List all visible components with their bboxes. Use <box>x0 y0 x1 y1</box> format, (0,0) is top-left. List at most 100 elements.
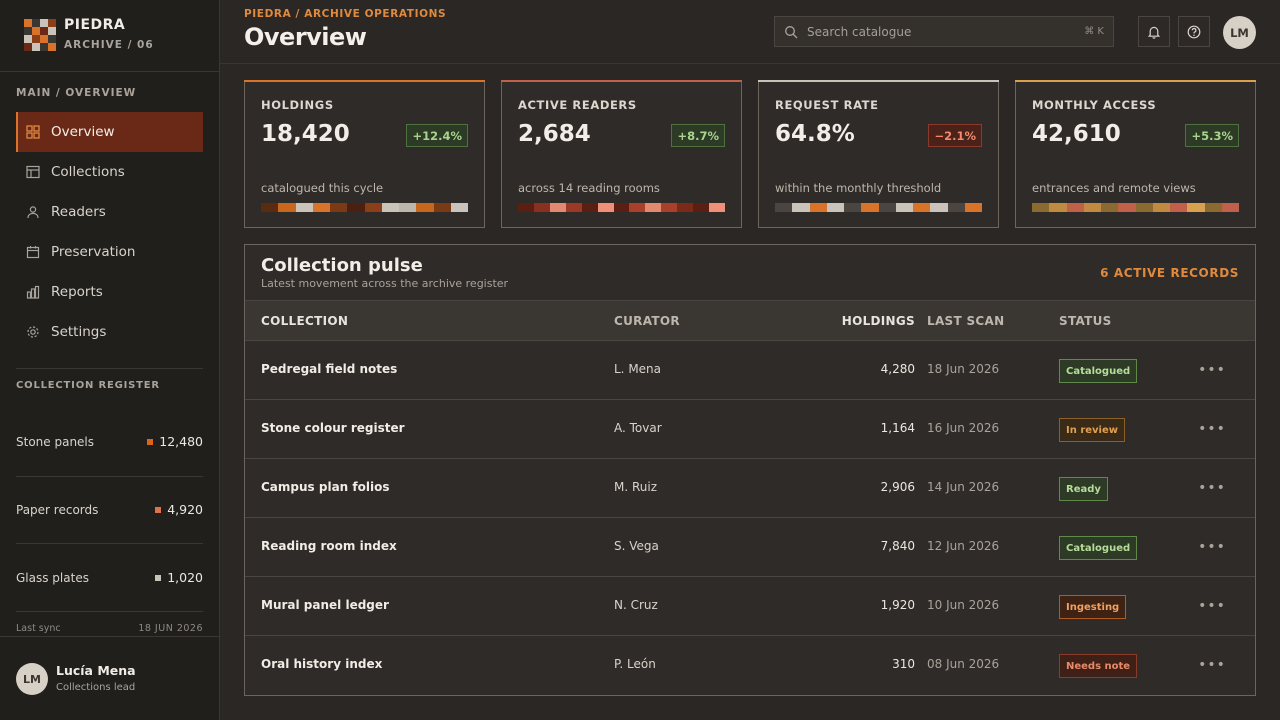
more-options-icon[interactable]: ••• <box>1198 480 1226 496</box>
kpi-accent-bar <box>1015 80 1256 82</box>
record-count: 6 ACTIVE RECORDS <box>1100 266 1239 280</box>
kpi-accent-bar <box>501 80 742 82</box>
collection-name[interactable]: Reading room index <box>261 539 397 553</box>
kpi-change-badge: +12.4% <box>406 124 468 147</box>
help-button[interactable] <box>1178 16 1210 47</box>
curator: N. Cruz <box>614 598 658 612</box>
strip-segment <box>629 203 646 212</box>
strip-segment <box>330 203 348 212</box>
table-row[interactable]: Mural panel ledger N. Cruz 1,920 10 Jun … <box>245 577 1255 636</box>
column-header-holdings[interactable]: HOLDINGS <box>841 314 915 328</box>
kpi-subtitle: catalogued this cycle <box>261 181 384 195</box>
table-header: COLLECTION CURATOR HOLDINGS LAST SCAN ST… <box>245 300 1255 341</box>
logo-tile <box>40 35 48 43</box>
more-options-icon[interactable]: ••• <box>1198 362 1226 378</box>
table-icon <box>26 165 40 179</box>
strip-segment <box>1101 203 1119 212</box>
search-bar[interactable]: ⌘ K <box>774 16 1114 47</box>
logo-tile <box>24 35 32 43</box>
holdings-count: 1,164 <box>880 421 915 435</box>
gear-icon <box>26 325 40 339</box>
collection-name[interactable]: Campus plan folios <box>261 480 390 494</box>
avatar[interactable]: LM <box>16 663 48 695</box>
page-title: Overview <box>244 23 367 51</box>
sidebar-item-preservation[interactable]: Preservation <box>16 232 203 272</box>
collection-name[interactable]: Oral history index <box>261 657 383 671</box>
sidebar-item-label: Settings <box>51 324 107 340</box>
logo-tile <box>48 35 56 43</box>
logo-tile <box>24 19 32 27</box>
logo-tile <box>48 19 56 27</box>
collection-name[interactable]: Pedregal field notes <box>261 362 398 376</box>
register-row-stone-panels: Stone panels 12,480 <box>16 434 203 449</box>
kpi-subtitle: entrances and remote views <box>1032 181 1196 195</box>
table-row[interactable]: Campus plan folios M. Ruiz 2,906 14 Jun … <box>245 459 1255 518</box>
strip-segment <box>947 203 965 212</box>
search-input[interactable] <box>807 24 1085 39</box>
strip-segment <box>861 203 879 212</box>
table-row[interactable]: Reading room index S. Vega 7,840 12 Jun … <box>245 518 1255 577</box>
strip-segment <box>809 203 827 212</box>
strip-segment <box>381 203 399 212</box>
table-row[interactable]: Oral history index P. León 310 08 Jun 20… <box>245 636 1255 695</box>
sidebar: PIEDRA ARCHIVE / 06 MAIN / OVERVIEW Over… <box>0 0 220 720</box>
last-scan-date: 16 Jun 2026 <box>927 421 1000 435</box>
strip-segment <box>1204 203 1222 212</box>
strip-segment <box>792 203 810 212</box>
notifications-button[interactable] <box>1138 16 1170 47</box>
strip-segment <box>1170 203 1188 212</box>
kpi-accent-bar <box>758 80 999 82</box>
keyboard-shortcut: ⌘ K <box>1084 26 1104 37</box>
logo-tile <box>32 27 40 35</box>
kpi-color-strip <box>1032 203 1239 212</box>
avatar[interactable]: LM <box>1223 16 1256 49</box>
column-header-collection[interactable]: COLLECTION <box>261 314 349 328</box>
user-profile[interactable]: LM Lucía Mena Collections lead <box>0 636 219 720</box>
more-options-icon[interactable]: ••• <box>1198 657 1226 673</box>
column-header-last-scan[interactable]: LAST SCAN <box>927 314 1005 328</box>
status-badge: Ready <box>1059 477 1108 501</box>
strip-segment <box>1187 203 1205 212</box>
panel-subtitle: Latest movement across the archive regis… <box>261 277 509 290</box>
strip-segment <box>645 203 662 212</box>
more-options-icon[interactable]: ••• <box>1198 598 1226 614</box>
sidebar-item-collections[interactable]: Collections <box>16 152 203 192</box>
table-row[interactable]: Stone colour register A. Tovar 1,164 16 … <box>245 400 1255 459</box>
strip-segment <box>709 203 725 212</box>
strip-segment <box>844 203 862 212</box>
sync-label: Last sync <box>16 623 61 634</box>
curator: P. León <box>614 657 656 671</box>
sidebar-item-readers[interactable]: Readers <box>16 192 203 232</box>
collection-name[interactable]: Mural panel ledger <box>261 598 389 612</box>
curator: S. Vega <box>614 539 659 553</box>
strip-segment <box>895 203 913 212</box>
bell-icon <box>1147 26 1161 39</box>
logo-tile <box>40 27 48 35</box>
status-badge: In review <box>1059 418 1126 442</box>
strip-segment <box>878 203 896 212</box>
strip-segment <box>278 203 296 212</box>
strip-segment <box>613 203 630 212</box>
help-icon <box>1187 25 1201 38</box>
sidebar-item-settings[interactable]: Settings <box>16 312 203 352</box>
strip-segment <box>677 203 694 212</box>
strip-segment <box>347 203 365 212</box>
register-name: Stone panels <box>16 434 95 449</box>
collection-name[interactable]: Stone colour register <box>261 421 405 435</box>
table-row[interactable]: Pedregal field notes L. Mena 4,280 18 Ju… <box>245 341 1255 400</box>
strip-segment <box>364 203 382 212</box>
strip-segment <box>416 203 434 212</box>
more-options-icon[interactable]: ••• <box>1198 421 1226 437</box>
strip-segment <box>261 203 279 212</box>
kpi-subtitle: within the monthly threshold <box>775 181 942 195</box>
sidebar-item-overview[interactable]: Overview <box>16 112 203 152</box>
logo-tile <box>32 35 40 43</box>
column-header-status[interactable]: STATUS <box>1059 314 1112 328</box>
more-options-icon[interactable]: ••• <box>1198 539 1226 555</box>
register-color-dot <box>147 438 154 445</box>
kpi-card-monthly-access: MONTHLY ACCESS 42,610 +5.3% entrances an… <box>1015 80 1256 228</box>
sidebar-item-reports[interactable]: Reports <box>16 272 203 312</box>
strip-segment <box>930 203 948 212</box>
strip-segment <box>597 203 614 212</box>
column-header-curator[interactable]: CURATOR <box>614 314 680 328</box>
